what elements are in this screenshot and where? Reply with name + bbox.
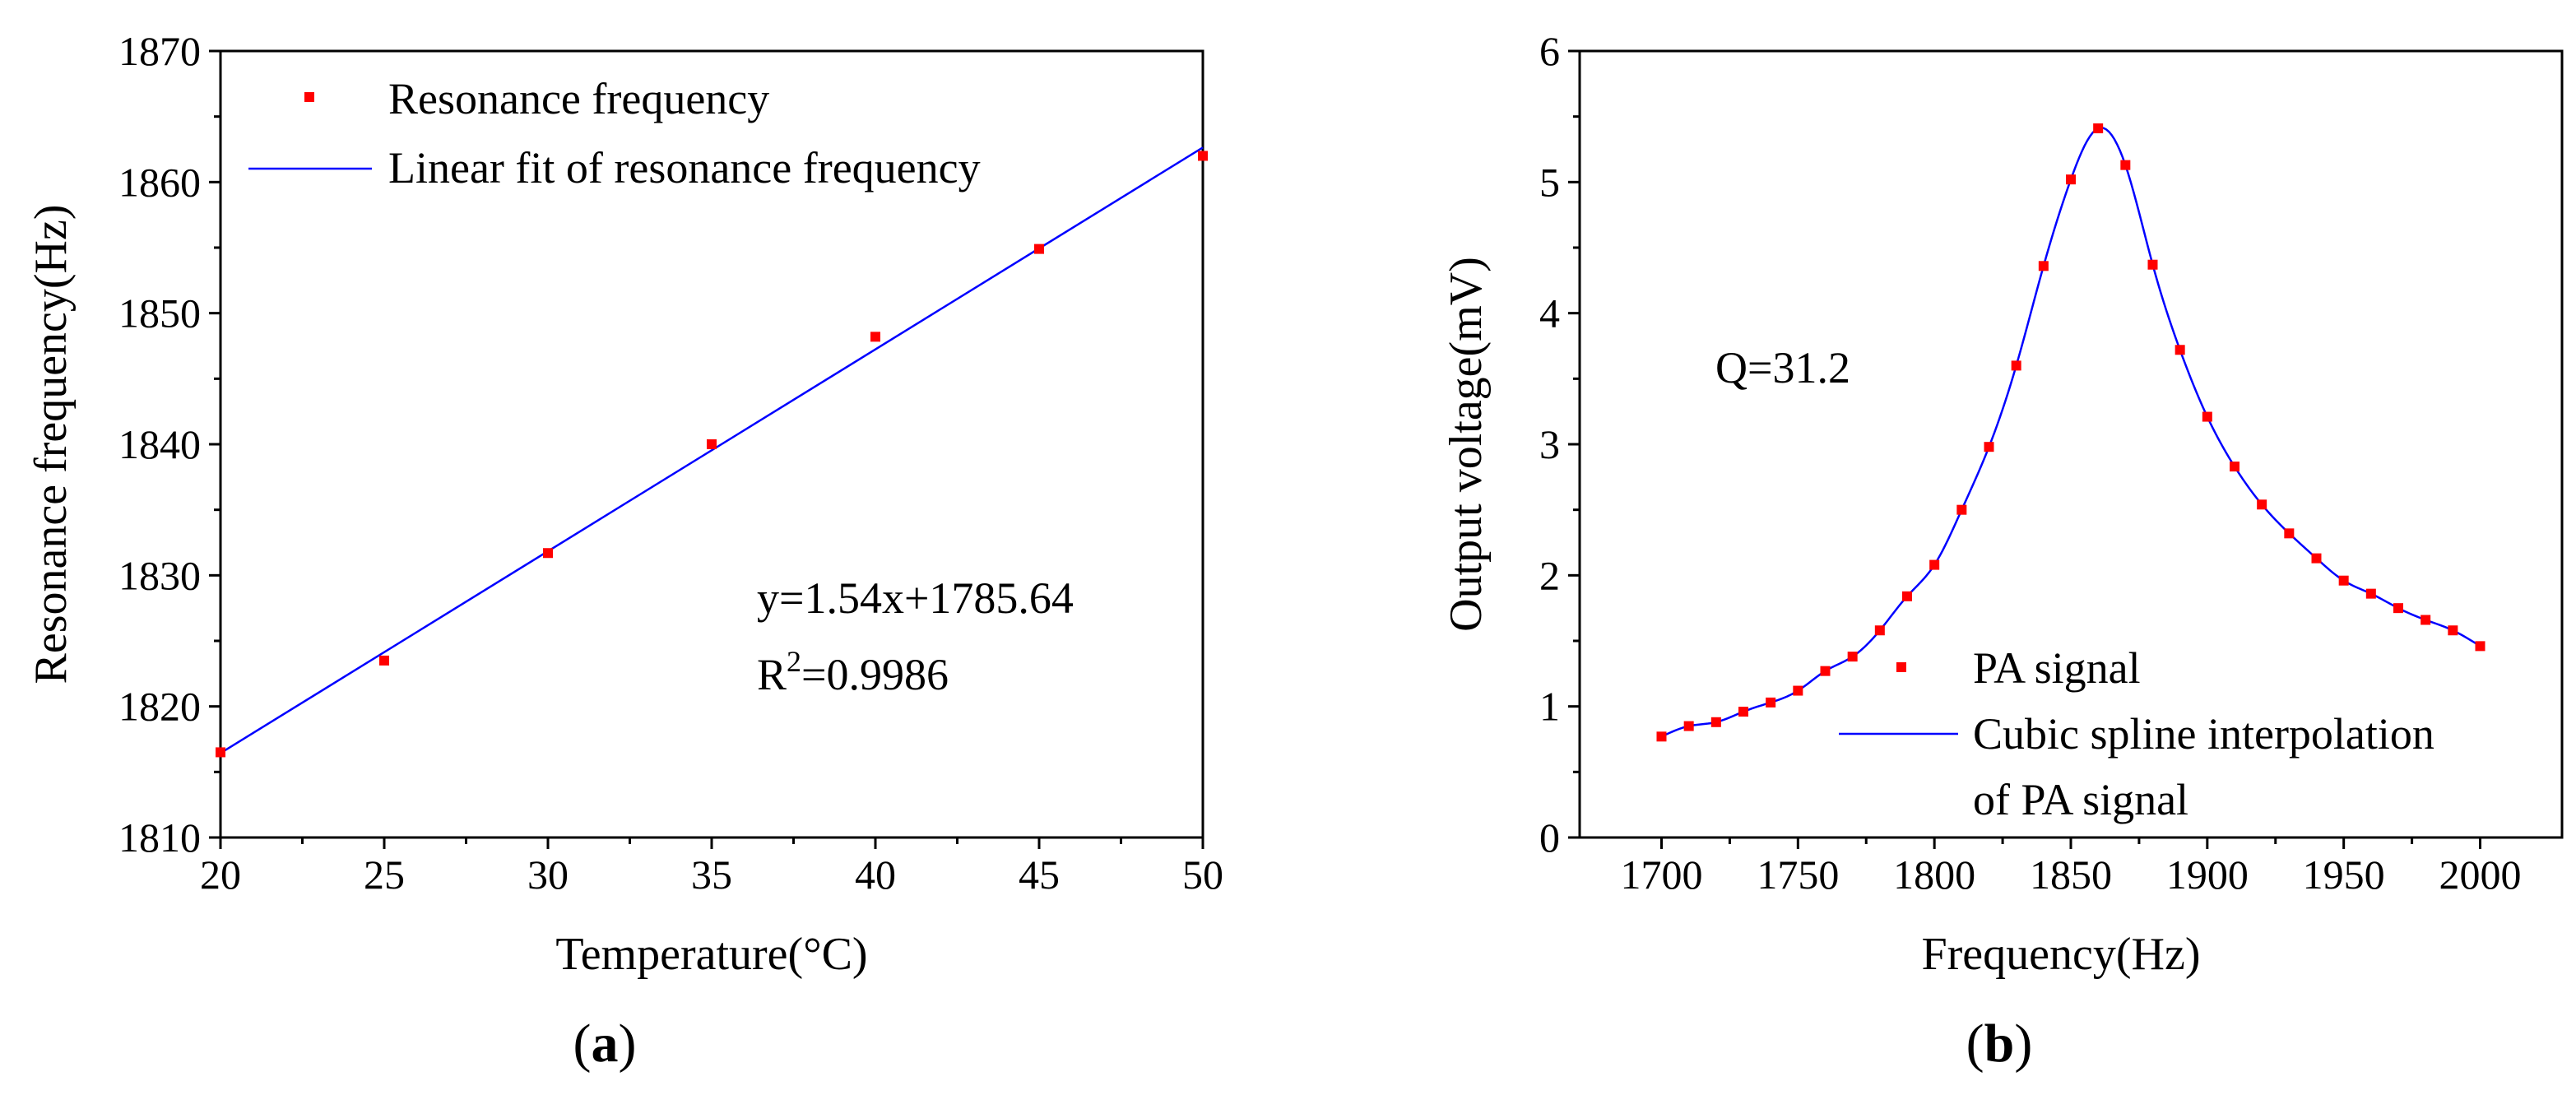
panel-a-y-tick-label-6: 1870 [118,28,201,74]
panel-b-x-tick-label-0: 1700 [1621,851,1703,898]
panel-b-x-tick-label-2: 1800 [1893,851,1975,898]
panel-b-data-point-5 [1793,685,1803,696]
panel-b-data-point-15 [2066,174,2076,185]
r2-prefix: R [757,650,787,699]
panel-b-marks [1656,123,2485,742]
panel-a-caption-label: (a) [573,1014,637,1074]
panel-b-data-point-30 [2475,641,2485,652]
panel-a-data-point-0 [216,747,225,758]
panel-b-data-point-1 [1683,721,1694,731]
panel-b-data-point-13 [2011,360,2021,371]
panel-a-legend-marker-points [304,92,314,102]
panel-b-data-point-27 [2393,603,2403,614]
panel-a-fit-equation: y=1.54x+1785.64 [757,573,1074,623]
panel-a-y-tick-label-4: 1850 [118,290,201,336]
panel-b-x-tick-label-4: 1900 [2166,851,2249,898]
panel-b-x-tick-label-5: 1950 [2303,851,2385,898]
panel-b-data-point-21 [2230,462,2239,472]
panel-a-data-point-1 [379,655,389,666]
panel-a-data-point-2 [543,548,553,559]
panel-b-x-tick-label-1: 1750 [1757,851,1839,898]
panel-b-y-tick-label-3: 3 [1539,421,1560,467]
panel-b-data-point-11 [1956,504,1967,515]
panel-a-r-squared: R2=0.9986 [757,645,949,699]
panel-b-data-point-2 [1710,717,1721,727]
panel-a-y-tick-label-3: 1840 [118,421,201,467]
panel-a-y-tick-label-2: 1830 [118,552,201,598]
panel-b-data-point-8 [1874,625,1885,636]
panel-a-letter: a [592,1014,619,1074]
panel-b-data-point-23 [2284,528,2295,539]
panel-a-y-tick-label-1: 1820 [118,684,201,730]
panel-a-data-point-3 [707,439,717,449]
panel-b-y-tick-label-0: 0 [1539,814,1560,861]
panel-b-data-point-3 [1738,707,1748,717]
panel-b-y-axis-label: Output voltage(mV) [1441,257,1492,632]
panel-a-y-tick-label-0: 1810 [118,814,201,861]
panel-b-letter: b [1984,1014,2015,1074]
panel-a-marks [216,146,1208,758]
panel-a-x-tick-label-4: 40 [855,851,896,898]
panel-b-y-tick-label-6: 6 [1539,28,1560,74]
panel-b-y-tick-label-4: 4 [1539,290,1560,336]
panel-b-data-point-7 [1847,652,1858,662]
panel-b-legend-marker-points [1896,662,1906,672]
panel-a-y-axis-label: Resonance frequency(Hz) [26,204,77,684]
panel-a-x-tick-label-6: 50 [1182,851,1223,898]
panel-b-legend-label-spline: Cubic spline interpolation [1973,709,2434,759]
panel-b-data-point-14 [2038,261,2049,271]
panel-b-ticks [1568,49,2481,849]
panel-b-data-point-19 [2175,345,2185,355]
panel-b-x-tick-label-6: 2000 [2439,851,2522,898]
r2-value: =0.9986 [801,650,949,699]
panel-b-x-axis-label: Frequency(Hz) [1922,929,2201,980]
panel-b-legend-label-points: PA signal [1973,643,2141,693]
panel-b-data-point-18 [2147,259,2158,270]
panel-b-data-point-24 [2311,553,2322,564]
panel-a-legend-label-points: Resonance frequency [388,74,769,123]
panel-a-data-point-6 [1198,151,1208,161]
panel-a-x-tick-label-1: 25 [364,851,405,898]
panel-a-x-tick-label-2: 30 [527,851,569,898]
panel-b-y-tick-label-2: 2 [1539,552,1560,598]
panel-b-data-point-28 [2421,615,2431,625]
panel-b-q-factor: Q=31.2 [1715,343,1850,392]
panel-b-data-point-29 [2448,625,2458,636]
panel-a-y-tick-label-5: 1860 [118,159,201,205]
panel-b-y-tick-label-1: 1 [1539,684,1560,730]
panel-b-data-point-9 [1902,591,1912,601]
panel-b: 1700 1750 1800 1850 1900 1950 2000 0 1 2 3 4 5 6 Q=31… [1441,28,2564,1074]
panel-a-fit-line [220,146,1204,754]
panel-a: 20 25 30 35 40 45 50 1810 1820 1830 1840 1850 1860 18… [26,28,1223,1074]
panel-a-x-tick-label-3: 35 [691,851,732,898]
panel-b-data-point-26 [2365,588,2376,599]
panel-b-data-point-4 [1766,697,1776,708]
panel-b-data-point-16 [2093,123,2104,134]
panel-b-data-point-20 [2202,411,2212,422]
panel-b-data-point-25 [2338,575,2349,586]
panel-b-caption-label: (b) [1966,1014,2033,1074]
panel-b-data-point-12 [1984,442,1994,452]
panel-a-x-tick-label-0: 20 [200,851,241,898]
panel-b-data-point-0 [1656,731,1667,742]
panel-b-data-point-22 [2257,499,2267,510]
panel-b-y-tick-label-5: 5 [1539,159,1560,205]
panel-b-data-point-6 [1820,666,1831,676]
panel-b-data-point-17 [2120,160,2131,170]
panel-a-legend-label-fit: Linear fit of resonance frequency [388,143,981,193]
panel-a-data-point-5 [1034,244,1044,254]
panel-a-x-tick-label-5: 45 [1019,851,1060,898]
panel-a-data-point-4 [870,332,880,342]
r2-superscript: 2 [787,645,801,678]
panel-b-data-point-10 [1929,559,1940,570]
panel-a-x-axis-label: Temperature(°C) [555,929,867,980]
panel-b-legend-label-spline-line2: of PA signal [1973,775,2188,824]
panel-a-ticks [209,49,1204,849]
panel-a-tick-labels: 20 25 30 35 40 45 50 1810 1820 1830 1840 1850 1860 18… [118,28,1223,898]
panel-b-tick-labels: 1700 1750 1800 1850 1900 1950 2000 0 1 2 3 4 5 6 [1539,28,2522,898]
panel-b-x-tick-label-3: 1850 [2030,851,2112,898]
